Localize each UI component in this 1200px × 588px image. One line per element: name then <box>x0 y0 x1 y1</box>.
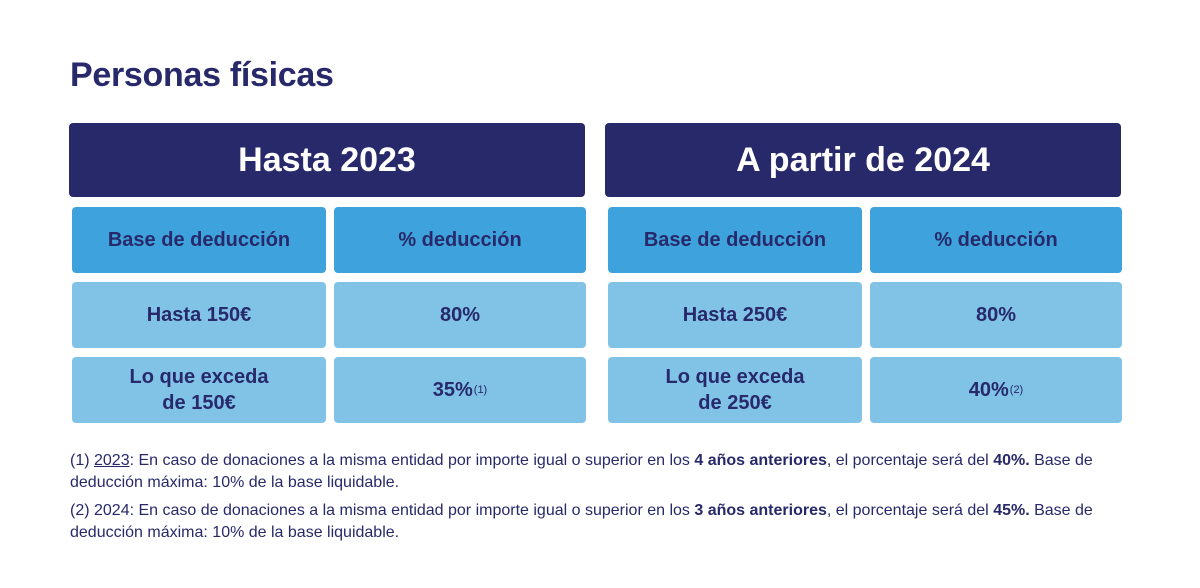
panel-header: Hasta 2023 <box>69 123 585 197</box>
deduction-table: Base de deducción % deducción Hasta 150€… <box>69 197 586 423</box>
panel-hasta-2023: Hasta 2023 Base de deducción % deducción… <box>69 123 586 423</box>
footnote-text: : En caso de donaciones a la misma entid… <box>129 502 695 519</box>
panel-header: A partir de 2024 <box>605 123 1121 197</box>
footnote-emphasis: 40%. <box>993 452 1030 469</box>
footnote-2: (2) 2024: En caso de donaciones a la mis… <box>70 500 1130 544</box>
footnote-emphasis: 3 años anteriores <box>694 502 827 519</box>
footnote-emphasis: 45%. <box>993 502 1030 519</box>
percent-value: 80% <box>439 304 481 326</box>
cell-base: Lo que exceda de 150€ <box>72 357 326 423</box>
base-line-1: Lo que exceda <box>665 366 805 388</box>
cell-base: Lo que exceda de 250€ <box>608 357 862 423</box>
cell-percent: 35% (1) <box>334 357 586 423</box>
page-title: Personas físicas <box>70 56 334 94</box>
column-header-base: Base de deducción <box>72 207 326 273</box>
cell-percent: 80% <box>870 282 1122 348</box>
footnote-prefix: (1) <box>70 452 94 469</box>
footnote-text: , el porcentaje será del <box>826 502 994 519</box>
cell-percent: 80% <box>334 282 586 348</box>
base-line-2: de 250€ <box>698 392 772 414</box>
base-line-2: de 150€ <box>162 392 236 414</box>
cell-base: Hasta 150€ <box>72 282 326 348</box>
footnote-emphasis: 4 años anteriores <box>694 452 827 469</box>
footnote-prefix: (2) <box>70 502 94 519</box>
footnote-ref: (2) <box>1009 384 1024 396</box>
footnote-year-link[interactable]: 2023 <box>94 452 130 469</box>
footnote-text: Base de deducción máxima: 10% de la base… <box>70 452 1093 491</box>
footnotes: (1) 2023: En caso de donaciones a la mis… <box>70 450 1130 550</box>
cell-percent: 40% (2) <box>870 357 1122 423</box>
percent-value: 35% <box>432 379 473 401</box>
column-header-base: Base de deducción <box>608 207 862 273</box>
footnote-text: : En caso de donaciones a la misma entid… <box>129 452 695 469</box>
footnote-text: Base de deducción máxima: 10% de la base… <box>70 502 1093 541</box>
footnote-1: (1) 2023: En caso de donaciones a la mis… <box>70 450 1130 494</box>
footnote-ref: (1) <box>473 384 488 396</box>
percent-value: 40% <box>968 379 1009 401</box>
percent-value: 80% <box>975 304 1017 326</box>
panel-a-partir-2024: A partir de 2024 Base de deducción % ded… <box>605 123 1122 423</box>
footnote-text: , el porcentaje será del <box>826 452 994 469</box>
column-header-percent: % deducción <box>334 207 586 273</box>
column-header-percent: % deducción <box>870 207 1122 273</box>
footnote-year: 2024 <box>94 502 130 519</box>
cell-base: Hasta 250€ <box>608 282 862 348</box>
deduction-table: Base de deducción % deducción Hasta 250€… <box>605 197 1122 423</box>
base-line-1: Lo que exceda <box>129 366 269 388</box>
